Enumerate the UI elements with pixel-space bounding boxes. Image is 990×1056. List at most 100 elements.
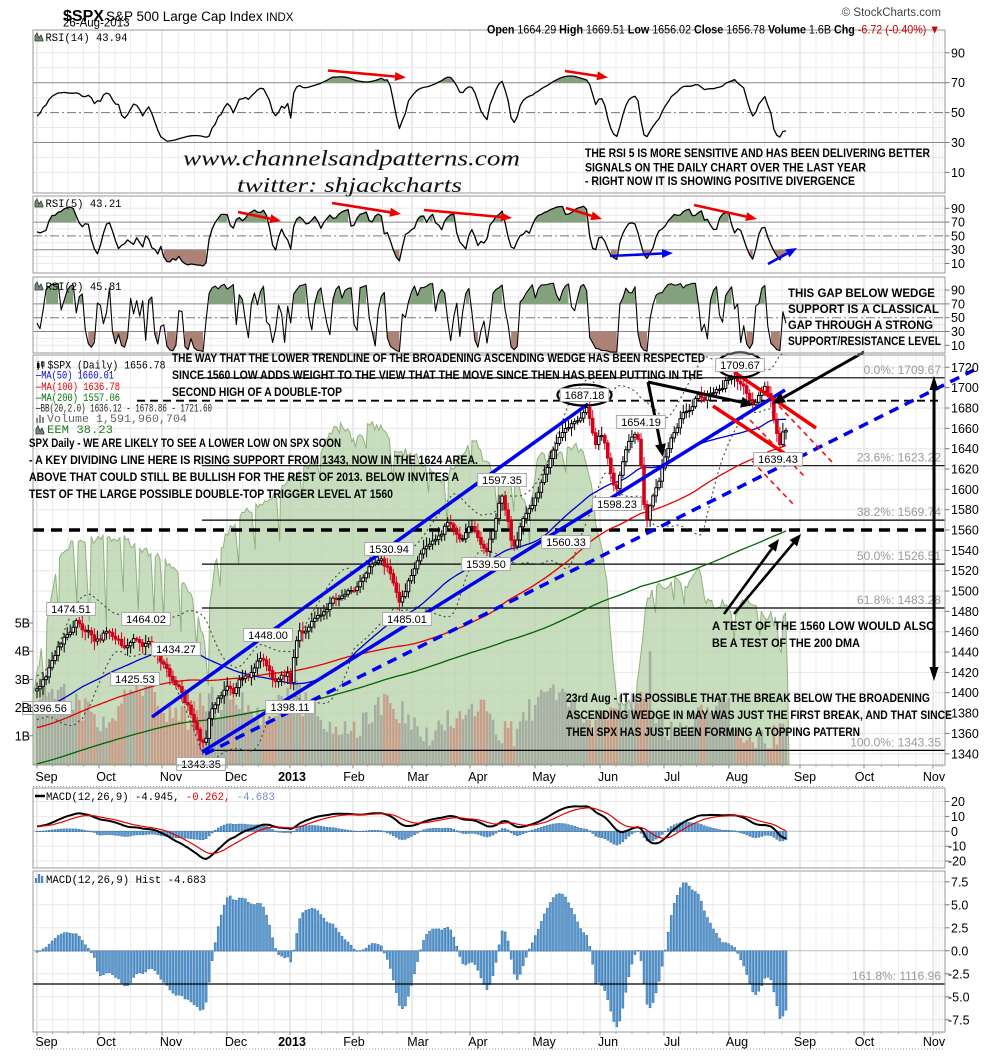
svg-text:GAP THROUGH A STRONG: GAP THROUGH A STRONG [788, 318, 933, 332]
svg-text:Nov: Nov [160, 1035, 183, 1049]
svg-text:1540: 1540 [951, 544, 979, 558]
svg-text:10: 10 [951, 339, 965, 353]
svg-text:RSI(5) 43.21: RSI(5) 43.21 [46, 199, 122, 211]
svg-text:10: 10 [951, 166, 965, 180]
svg-text:1360: 1360 [951, 727, 979, 741]
svg-text:1420: 1420 [951, 666, 979, 680]
svg-text:Apr: Apr [468, 770, 487, 784]
svg-text:—MA(50) 1660.01: —MA(50) 1660.01 [35, 371, 114, 383]
svg-text:MACD(12,26,9) Hist -4.683: MACD(12,26,9) Hist -4.683 [46, 875, 206, 887]
svg-text:1474.51: 1474.51 [51, 604, 91, 616]
svg-text:2B: 2B [15, 701, 30, 715]
svg-text:SIGNALS ON THE DAILY CHART OVE: SIGNALS ON THE DAILY CHART OVER THE LAST… [585, 161, 866, 175]
svg-text:RSI(2) 45.81: RSI(2) 45.81 [46, 282, 122, 294]
svg-text:-7.5: -7.5 [948, 1013, 970, 1027]
svg-text:Sep: Sep [794, 1035, 816, 1049]
svg-text:-2.5: -2.5 [948, 967, 970, 981]
svg-text:1560.33: 1560.33 [546, 537, 586, 549]
svg-text:0: 0 [951, 825, 958, 839]
svg-text:5B: 5B [15, 617, 30, 631]
svg-text:- RIGHT NOW IT IS SHOWING POSI: - RIGHT NOW IT IS SHOWING POSITIVE DIVER… [585, 174, 855, 188]
svg-text:1460: 1460 [951, 625, 979, 639]
svg-text:1380: 1380 [951, 707, 979, 721]
svg-text:1720: 1720 [951, 361, 979, 375]
svg-text:1580: 1580 [951, 503, 979, 517]
svg-text:Mar: Mar [407, 1035, 429, 1049]
svg-text:Apr: Apr [468, 1035, 487, 1049]
svg-text:61.8%: 1483.28: 61.8%: 1483.28 [857, 593, 941, 607]
svg-text:30: 30 [951, 136, 965, 150]
svg-text:SINCE 1560 LOW ADDS WEIGHT TO: SINCE 1560 LOW ADDS WEIGHT TO THE VIEW T… [172, 368, 703, 382]
svg-text:SUPPORT/RESISTANCE LEVEL: SUPPORT/RESISTANCE LEVEL [788, 334, 941, 348]
svg-text:1660: 1660 [951, 422, 979, 436]
svg-text:Jul: Jul [664, 1035, 680, 1049]
svg-text:BE A TEST OF THE 200 DMA: BE A TEST OF THE 200 DMA [712, 636, 860, 650]
svg-text:Oct: Oct [855, 1035, 875, 1049]
svg-text:1709.67: 1709.67 [720, 360, 760, 372]
svg-text:RSI(14) 43.94: RSI(14) 43.94 [46, 33, 128, 45]
svg-text:1639.43: 1639.43 [758, 454, 798, 466]
svg-text:1640: 1640 [951, 442, 979, 456]
svg-text:Open 1664.29 High 1669.51: Open 1664.29 High 1669.51 Low 1656.02 Cl… [487, 23, 940, 37]
svg-text:Nov: Nov [923, 1035, 946, 1049]
svg-text:ASCENDING WEDGE IN MAY WAS JUS: ASCENDING WEDGE IN MAY WAS JUST THE FIRS… [566, 708, 952, 722]
svg-text:INDX: INDX [266, 12, 294, 24]
svg-text:1485.01: 1485.01 [387, 614, 427, 626]
svg-text:Nov: Nov [160, 770, 183, 784]
svg-text:1480: 1480 [951, 605, 979, 619]
svg-text:ABOVE THAT COULD STILL BE BULL: ABOVE THAT COULD STILL BE BULLISH FOR TH… [29, 470, 459, 484]
svg-text:1400: 1400 [951, 686, 979, 700]
svg-text:2.5: 2.5 [951, 921, 968, 935]
svg-text:4B: 4B [15, 645, 30, 659]
svg-text:50: 50 [951, 106, 965, 120]
svg-text:5.0: 5.0 [951, 898, 968, 912]
svg-text:1680: 1680 [951, 402, 979, 416]
svg-text:1600: 1600 [951, 483, 979, 497]
svg-text:1425.53: 1425.53 [115, 674, 155, 686]
svg-text:1340: 1340 [951, 747, 979, 761]
svg-text:50: 50 [951, 229, 965, 243]
svg-text:161.8%: 1116.96: 161.8%: 1116.96 [852, 969, 941, 983]
svg-text:100.0%: 1343.35: 100.0%: 1343.35 [850, 735, 941, 749]
svg-text:10: 10 [951, 810, 965, 824]
svg-text:1520: 1520 [951, 564, 979, 578]
svg-text:Oct: Oct [855, 770, 875, 784]
svg-text:SECOND HIGH OF A DOUBLE-TOP: SECOND HIGH OF A DOUBLE-TOP [172, 385, 342, 399]
svg-text:-10: -10 [948, 840, 966, 854]
svg-text:Jun: Jun [598, 1035, 618, 1049]
svg-text:30: 30 [951, 325, 965, 339]
svg-text:50.0%: 1526.51: 50.0%: 1526.51 [857, 549, 941, 563]
svg-text:May: May [532, 770, 556, 784]
svg-text:Jul: Jul [664, 770, 680, 784]
svg-text:SPX Daily - WE ARE LIKELY TO S: SPX Daily - WE ARE LIKELY TO SEE A LOWER… [29, 436, 341, 450]
svg-text:THIS GAP BELOW WEDGE: THIS GAP BELOW WEDGE [788, 286, 935, 300]
svg-text:Feb: Feb [343, 1035, 365, 1049]
svg-text:Nov: Nov [923, 770, 946, 784]
svg-text:Feb: Feb [343, 770, 365, 784]
svg-text:Sep: Sep [794, 770, 816, 784]
svg-text:90: 90 [951, 202, 965, 216]
svg-text:10: 10 [951, 257, 965, 271]
svg-text:23rd Aug - IT IS POSSIBLE THAT: 23rd Aug - IT IS POSSIBLE THAT THE BREAK… [566, 691, 930, 705]
svg-text:THE RSI 5 IS MORE SENSITIVE AN: THE RSI 5 IS MORE SENSITIVE AND HAS BEEN… [585, 146, 930, 160]
svg-text:1700: 1700 [951, 381, 979, 395]
svg-text:www.channelsandpatterns.com: www.channelsandpatterns.com [183, 146, 520, 171]
svg-text:1434.27: 1434.27 [156, 644, 196, 656]
svg-text:THEN SPX HAS JUST BEEN FORMING: THEN SPX HAS JUST BEEN FORMING A TOPPING… [566, 725, 860, 739]
svg-text:1654.19: 1654.19 [621, 417, 661, 429]
svg-text:70: 70 [951, 297, 965, 311]
svg-text:70: 70 [951, 216, 965, 230]
svg-text:A TEST OF THE 1560 LOW WOULD A: A TEST OF THE 1560 LOW WOULD ALSO [712, 619, 935, 633]
svg-text:90: 90 [951, 46, 965, 60]
svg-text:1560: 1560 [951, 524, 979, 538]
svg-text:1598.23: 1598.23 [597, 499, 637, 511]
svg-text:26-Aug-2013: 26-Aug-2013 [63, 18, 130, 30]
svg-text:30: 30 [951, 243, 965, 257]
svg-text:0.0%: 1709.67: 0.0%: 1709.67 [864, 363, 942, 377]
svg-text:2013: 2013 [278, 1035, 306, 1049]
svg-text:Aug: Aug [726, 770, 748, 784]
svg-text:7.5: 7.5 [951, 875, 968, 889]
svg-text:© StockCharts.com: © StockCharts.com [842, 7, 941, 19]
svg-text:1448.00: 1448.00 [248, 630, 288, 642]
svg-text:S&P 500 Large Cap Index: S&P 500 Large Cap Index [106, 9, 263, 24]
